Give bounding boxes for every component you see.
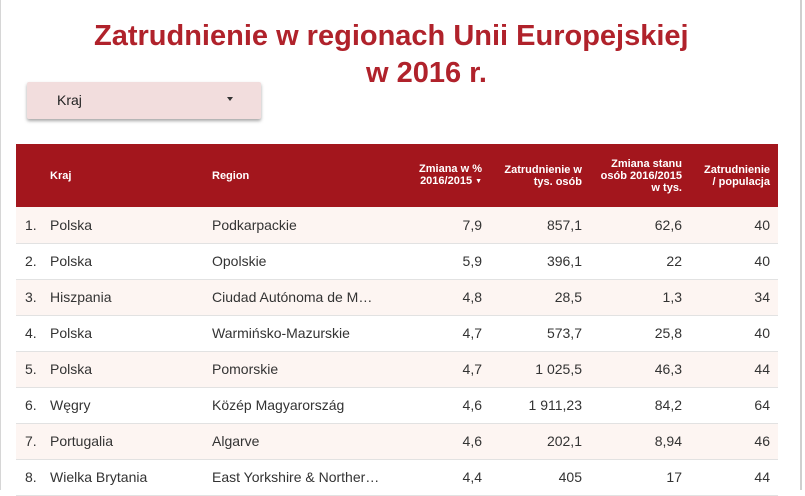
country-filter-label: Kraj	[57, 92, 82, 108]
title-line-2: w 2016 r.	[366, 57, 487, 89]
cell-change-pct: 4,7	[462, 325, 482, 341]
row-index: 4.	[25, 325, 37, 341]
cell-region: Ciudad Autónoma de M…	[212, 289, 373, 305]
title-line-1: Zatrudnienie w regionach Unii Europejski…	[94, 20, 689, 52]
cell-change-pct: 7,9	[462, 216, 482, 233]
header-employment[interactable]: Zatrudnienie w tys. osób	[504, 163, 582, 188]
cell-employment: 405	[558, 469, 582, 485]
header-index	[16, 144, 50, 207]
cell-region: Opolskie	[212, 253, 267, 269]
cell-ratio: 44	[754, 469, 770, 485]
cell-change-pct: 4,6	[462, 397, 482, 413]
row-index: 7.	[25, 433, 37, 449]
cell-ratio: 34	[754, 289, 770, 305]
cell-employment: 396,1	[546, 253, 582, 269]
cell-region: Algarve	[212, 433, 260, 449]
cell-change-pct: 4,7	[462, 361, 482, 377]
country-filter-dropdown[interactable]: Kraj	[27, 82, 261, 119]
cell-employment: 857,1	[546, 216, 582, 233]
cell-region: Közép Magyarország	[212, 397, 345, 413]
table-row[interactable]: 4. Polska Warmińsko-Mazurskie 4,7 573,7 25,8 4…	[16, 315, 778, 351]
cell-ratio: 46	[754, 433, 770, 449]
cell-region: East Yorkshire & Norther…	[212, 469, 380, 485]
cell-country: Polska	[50, 253, 93, 269]
cell-country: Polska	[50, 216, 93, 233]
cell-change-pct: 4,8	[462, 289, 482, 305]
row-index: 2.	[25, 253, 37, 269]
employment-table: Kraj Region Zmiana w % 2016/2015 ▼ Zatrud…	[16, 144, 778, 496]
cell-employment: 573,7	[546, 325, 582, 341]
cell-employment: 202,1	[546, 433, 582, 449]
table-row[interactable]: 8. Wielka Brytania East Yorkshire & Northe…	[16, 459, 778, 495]
cell-change-pct: 4,4	[462, 469, 482, 485]
cell-change-abs: 8,94	[654, 433, 682, 449]
cell-change-pct: 4,6	[462, 433, 482, 449]
cell-ratio: 64	[754, 397, 770, 413]
caret-down-icon	[227, 97, 233, 101]
row-index: 5.	[25, 361, 37, 377]
table-row[interactable]: 1. Polska Podkarpackie 7,9 857,1 62,6 40	[16, 207, 778, 243]
table-row[interactable]: 2. Polska Opolskie 5,9 396,1 22 40	[16, 243, 778, 279]
cell-ratio: 44	[754, 361, 770, 377]
cell-change-pct: 5,9	[462, 253, 482, 269]
cell-change-abs: 46,3	[654, 361, 682, 377]
cell-ratio: 40	[754, 253, 770, 269]
cell-change-abs: 17	[666, 469, 682, 485]
cell-country: Portugalia	[50, 433, 114, 449]
header-change-abs[interactable]: Zmiana stanu osób 2016/2015 w tys.	[600, 157, 682, 194]
cell-employment: 1 025,5	[535, 361, 582, 377]
row-index: 3.	[25, 289, 37, 305]
table-row[interactable]: 6. Węgry Közép Magyarország 4,6 1 911,23 84,2…	[16, 387, 778, 423]
cell-change-abs: 84,2	[654, 397, 682, 413]
table-body: 1. Polska Podkarpackie 7,9 857,1 62,6 40 2. Pols…	[16, 207, 778, 495]
cell-region: Podkarpackie	[212, 216, 297, 233]
table-row[interactable]: 3. Hiszpania Ciudad Autónoma de M… 4,8 28,5 1…	[16, 279, 778, 315]
cell-change-abs: 22	[666, 253, 682, 269]
cell-ratio: 40	[754, 325, 770, 341]
cell-country: Hiszpania	[50, 289, 112, 305]
row-index: 6.	[25, 397, 37, 413]
sort-desc-icon: ▼	[475, 178, 482, 185]
row-index: 1.	[25, 216, 37, 233]
cell-country: Wielka Brytania	[50, 469, 148, 485]
cell-change-abs: 1,3	[662, 289, 682, 305]
cell-change-abs: 62,6	[654, 216, 682, 233]
cell-employment: 1 911,23	[528, 397, 582, 413]
header-change-pct[interactable]: Zmiana w % 2016/2015 ▼	[419, 163, 482, 187]
header-country[interactable]: Kraj	[50, 169, 72, 182]
cell-region: Warmińsko-Mazurskie	[212, 325, 350, 341]
table-row[interactable]: 7. Portugalia Algarve 4,6 202,1 8,94 46	[16, 423, 778, 459]
row-index: 8.	[25, 469, 37, 485]
header-ratio[interactable]: Zatrudnienie / populacja	[703, 163, 770, 188]
cell-region: Pomorskie	[212, 361, 279, 377]
cell-change-abs: 25,8	[654, 325, 682, 341]
table-header-row: Kraj Region Zmiana w % 2016/2015 ▼ Zatrud…	[16, 144, 778, 207]
cell-country: Polska	[50, 325, 93, 341]
header-region[interactable]: Region	[212, 169, 250, 182]
cell-country: Węgry	[50, 397, 91, 413]
cell-employment: 28,5	[554, 289, 582, 305]
cell-ratio: 40	[754, 216, 770, 233]
cell-country: Polska	[50, 361, 93, 377]
table-row[interactable]: 5. Polska Pomorskie 4,7 1 025,5 46,3 44	[16, 351, 778, 387]
